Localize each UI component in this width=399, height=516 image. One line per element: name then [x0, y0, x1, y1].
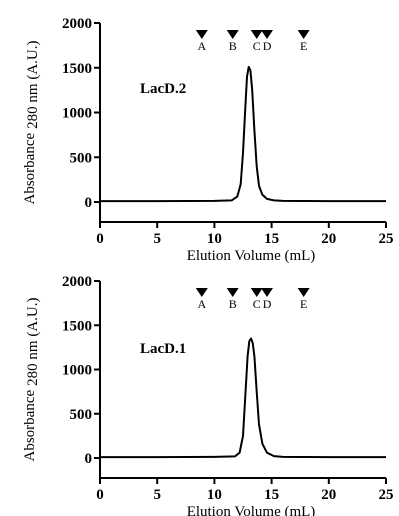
marker-label-E: E	[300, 297, 307, 311]
marker-label-D: D	[263, 297, 272, 311]
marker-label-B: B	[229, 39, 237, 53]
marker-triangle-A	[195, 288, 208, 297]
y-axis-title: Absorbance 280 nm (A.U.)	[22, 41, 41, 205]
series-line	[100, 337, 386, 459]
marker-triangle-E	[297, 288, 310, 297]
marker-label-B: B	[229, 297, 237, 311]
panel-label: LacD.2	[140, 81, 186, 97]
marker-triangle-B	[226, 288, 239, 297]
x-tick-label: 5	[153, 231, 161, 247]
y-tick-label: 1000	[62, 363, 92, 379]
chart-panel-1: 0 500 1000 1500 2000 0 5 10 15 20 25 Elution Volume…	[22, 274, 394, 516]
series-line	[100, 65, 386, 203]
x-tick-label: 20	[321, 487, 336, 503]
y-axis-title-main: Absorbance	[22, 390, 38, 462]
marker-label-C: C	[253, 39, 261, 53]
x-tick-label: 20	[321, 231, 336, 247]
marker-triangle-E	[297, 30, 310, 39]
marker-label-D: D	[263, 39, 272, 53]
marker-triangle-D	[261, 288, 274, 297]
y-tick-label: 500	[70, 150, 93, 166]
marker-label-A: A	[197, 39, 206, 53]
chart-panel-0: 0 500 1000 1500 2000 0 5 10 15 20 25 Elution Volume…	[22, 16, 394, 264]
x-tick-label: 5	[153, 487, 161, 503]
marker-triangle-B	[226, 30, 239, 39]
marker-triangle-A	[195, 30, 208, 39]
marker-label-E: E	[300, 39, 307, 53]
y-tick-label: 2000	[62, 16, 92, 32]
x-axis-title: Elution Volume (mL)	[187, 504, 316, 516]
y-axis-title-main: Absorbance	[22, 133, 38, 205]
marker-label-A: A	[197, 297, 206, 311]
y-tick-label: 2000	[62, 274, 92, 290]
x-tick-label: 15	[264, 231, 279, 247]
x-tick-label: 0	[96, 487, 104, 503]
y-tick-label: 0	[85, 195, 93, 211]
x-tick-label: 0	[96, 231, 104, 247]
marker-triangle-C	[250, 30, 263, 39]
y-tick-label: 0	[85, 451, 93, 467]
x-tick-label: 15	[264, 487, 279, 503]
marker-label-C: C	[253, 297, 261, 311]
y-axis-title: Absorbance 280 nm (A.U.)	[22, 298, 41, 462]
x-tick-label: 10	[207, 231, 222, 247]
x-tick-label: 10	[207, 487, 222, 503]
panel-label: LacD.1	[140, 341, 186, 357]
x-tick-label: 25	[379, 231, 394, 247]
y-tick-label: 500	[70, 407, 93, 423]
x-axis-title: Elution Volume (mL)	[187, 248, 316, 264]
y-axis-title-unit: 280 nm (A.U.)	[25, 298, 41, 386]
x-tick-label: 25	[379, 487, 394, 503]
y-tick-label: 1500	[62, 61, 92, 77]
marker-triangle-D	[261, 30, 274, 39]
y-tick-label: 1000	[62, 106, 92, 122]
marker-triangle-C	[250, 288, 263, 297]
y-axis-title-unit: 280 nm (A.U.)	[25, 41, 41, 129]
y-tick-label: 1500	[62, 318, 92, 334]
